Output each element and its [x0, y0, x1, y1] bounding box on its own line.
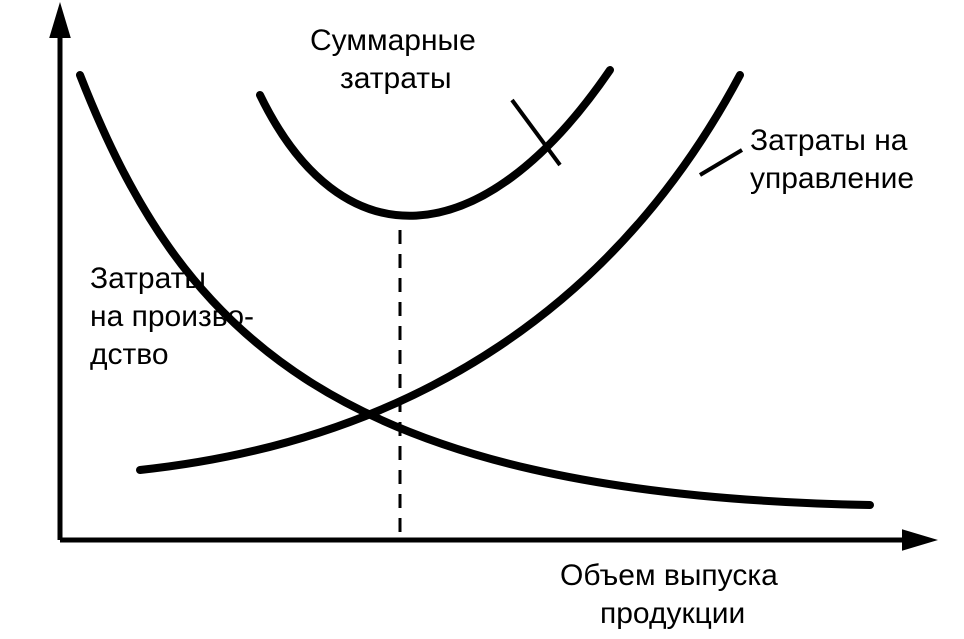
management-cost-label: Затраты на	[750, 124, 908, 157]
total-cost-label: Суммарные	[310, 24, 476, 57]
x-axis-label: Объем выпуска	[560, 559, 778, 592]
production-cost-label: дство	[90, 338, 169, 371]
management-cost-label: управление	[750, 162, 914, 195]
production-cost-label: на произво-	[90, 300, 254, 333]
total-cost-label: затраты	[340, 62, 452, 95]
x-axis-label: продукции	[600, 597, 745, 630]
cost-chart: Суммарные затраты Затраты на управление …	[0, 0, 964, 639]
production-cost-label: Затраты	[90, 262, 206, 295]
